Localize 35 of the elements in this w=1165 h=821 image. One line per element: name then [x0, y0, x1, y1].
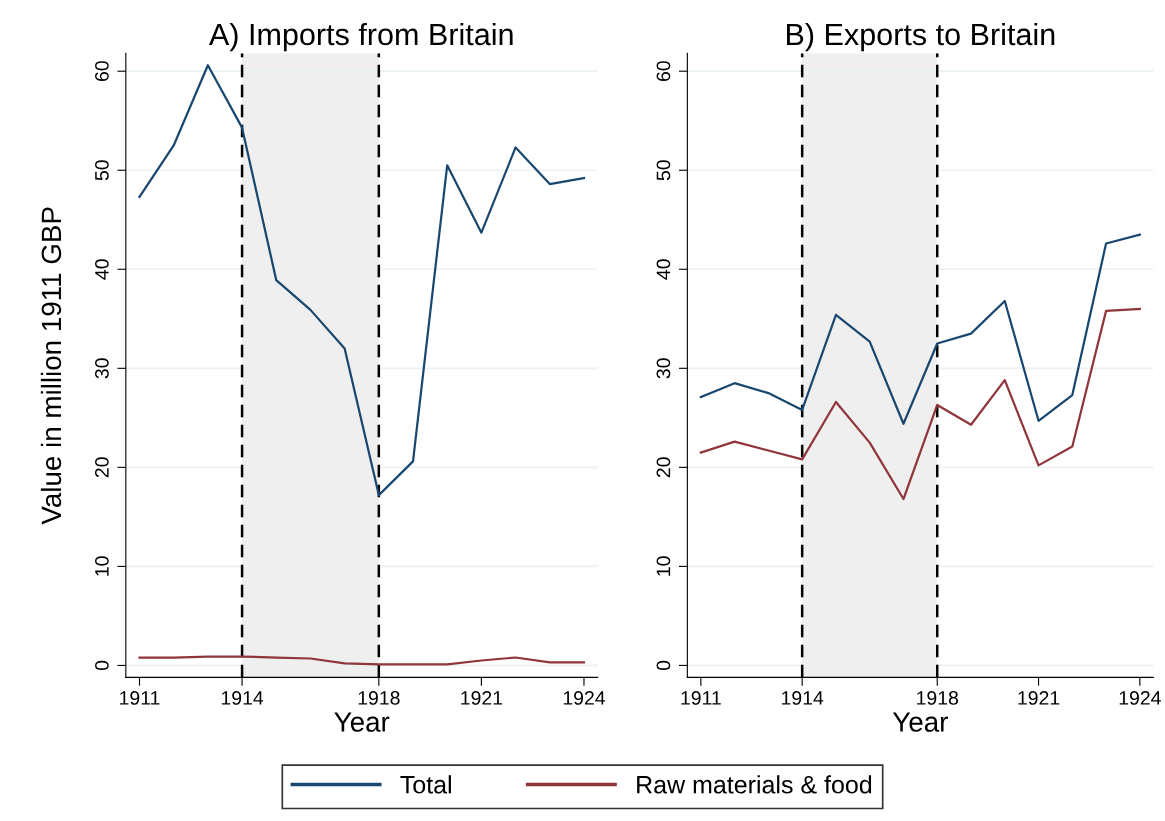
x-axis-title: Year — [334, 712, 390, 732]
y-tick-label: 20 — [95, 457, 109, 478]
legend-label: Raw materials & food — [637, 775, 872, 794]
line-series — [699, 233, 1141, 425]
x-tick-label: 1918 — [917, 691, 959, 705]
y-tick-label: 30 — [95, 358, 109, 379]
chart-title: B) Exports to Britain — [787, 22, 1055, 52]
x-tick-label: 1924 — [563, 691, 606, 705]
y-tick-label: 50 — [656, 160, 671, 181]
y-tick-label: 40 — [95, 259, 109, 280]
y-tick-label: 10 — [95, 556, 109, 576]
y-tick-label: 40 — [656, 259, 671, 280]
x-tick-label: 1921 — [461, 691, 503, 705]
x-tick-label: 1914 — [221, 691, 264, 705]
line-series — [138, 64, 586, 497]
y-tick-label: 20 — [656, 457, 671, 478]
y-tick-label: 0 — [656, 660, 671, 671]
y-tick-label: 30 — [656, 358, 671, 379]
line-series — [699, 307, 1141, 501]
y-tick-label: 0 — [95, 660, 109, 671]
y-axis-title: Value in million 1911 GBP — [40, 207, 62, 525]
x-tick-label: 1924 — [1119, 691, 1161, 705]
x-tick-label: 1911 — [120, 691, 160, 705]
x-tick-label: 1918 — [358, 691, 400, 705]
x-axis-title: Year — [892, 712, 948, 732]
x-tick-label: 1921 — [1018, 691, 1060, 705]
line-series — [138, 655, 586, 666]
x-tick-label: 1914 — [782, 691, 824, 705]
y-tick-label: 50 — [95, 160, 109, 181]
chart-title: A) Imports from Britain — [209, 22, 513, 52]
legend-label: Total — [400, 775, 451, 794]
x-tick-label: 1911 — [681, 691, 721, 705]
y-tick-label: 60 — [656, 61, 671, 82]
y-tick-label: 10 — [656, 556, 671, 576]
y-tick-label: 60 — [95, 61, 109, 82]
